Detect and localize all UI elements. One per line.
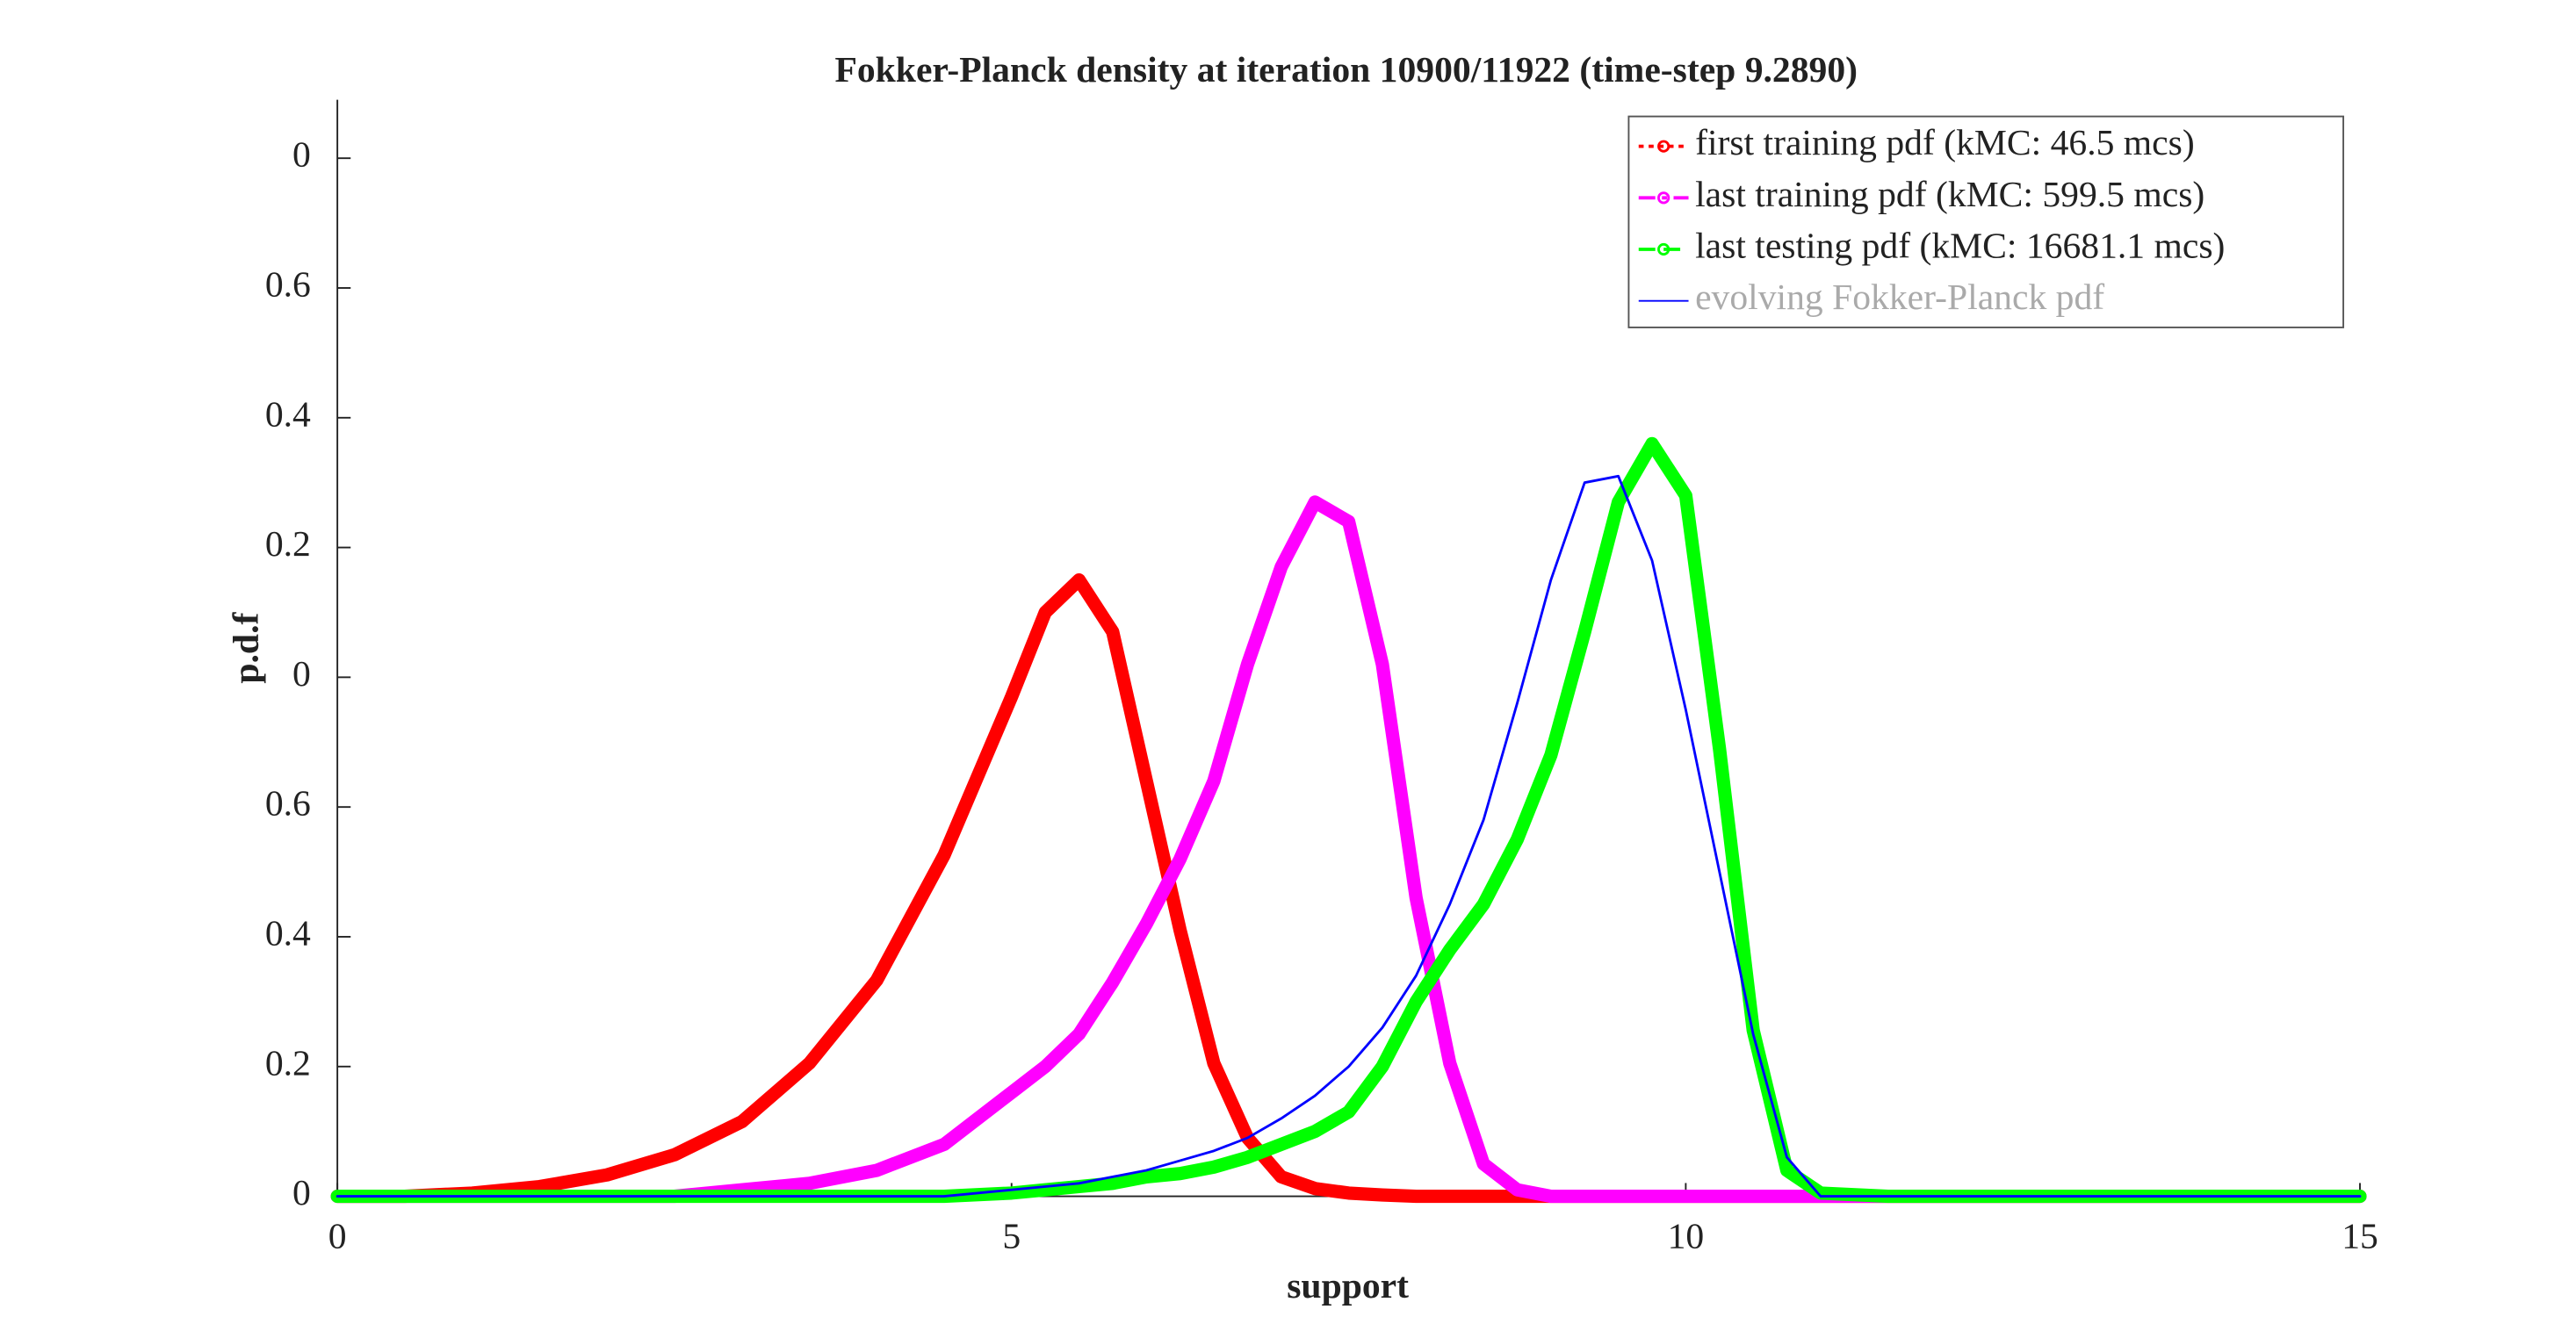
y-tick-label: 0	[292, 1173, 311, 1213]
legend-marker	[1657, 242, 1670, 256]
y-tick-label: 0.6	[265, 784, 311, 824]
legend-label: evolving Fokker-Planck pdf	[1695, 277, 2104, 318]
x-axis-label: support	[1287, 1266, 1409, 1306]
y-tick-label: 0.2	[265, 524, 311, 565]
y-tick-label: 0.6	[265, 265, 311, 306]
y-axis-label: p.d.f	[226, 612, 266, 684]
series-line	[330, 495, 2367, 1204]
legend-label: first training pdf (kMC: 46.5 mcs)	[1695, 123, 2195, 163]
y-tick-label: 0	[292, 135, 311, 176]
legend-marker	[1657, 140, 1670, 153]
y-tick-label: 0.4	[265, 914, 311, 954]
chart-title: Fokker-Planck density at iteration 10900…	[834, 50, 1858, 90]
legend-label: last testing pdf (kMC: 16681.1 mcs)	[1695, 227, 2225, 267]
series-line	[330, 436, 2367, 1204]
x-tick-label: 0	[328, 1216, 347, 1256]
x-tick-label: 15	[2341, 1216, 2378, 1256]
x-tick-label: 5	[1002, 1216, 1021, 1256]
legend-label: last training pdf (kMC: 599.5 mcs)	[1695, 175, 2204, 215]
y-tick-label: 0.4	[265, 394, 311, 435]
legend-box	[1627, 115, 2345, 328]
y-tick-label: 0.2	[265, 1043, 311, 1083]
legend-marker	[1657, 191, 1670, 205]
y-tick-label: 0	[292, 654, 311, 694]
series-line	[336, 474, 2362, 1198]
x-tick-label: 10	[1668, 1216, 1705, 1256]
